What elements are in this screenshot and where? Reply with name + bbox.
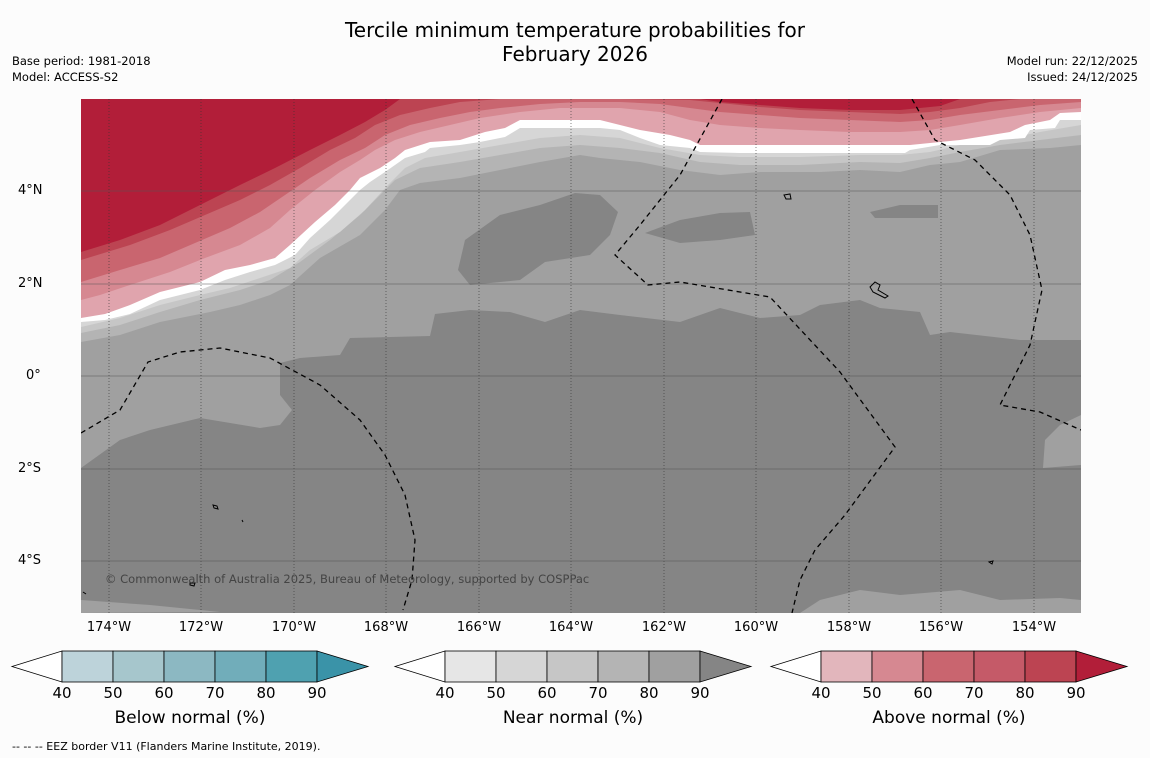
colorbar-tick-label: 80 xyxy=(639,684,659,702)
lon-label: 160°W xyxy=(733,620,779,635)
colorbar-tick-label: 60 xyxy=(154,684,174,702)
island-outline xyxy=(82,591,87,595)
eez-border-west xyxy=(81,347,416,611)
map-title: Tercile minimum temperature probabilitie… xyxy=(0,18,1150,66)
colorbar-tick-label: 80 xyxy=(256,684,276,702)
colorbar-segment xyxy=(214,650,267,683)
title-line-1: Tercile minimum temperature probabilitie… xyxy=(344,18,806,42)
eez-borders xyxy=(81,99,1081,613)
island-outline xyxy=(783,193,792,200)
lat-label-2s: 2°S xyxy=(18,461,42,476)
colorbar-tick-label: 50 xyxy=(486,684,506,702)
colorbar-tick-label: 90 xyxy=(307,684,327,702)
map-area xyxy=(81,99,1081,613)
colorbar-segment xyxy=(444,650,497,683)
colorbar-max-extension xyxy=(316,650,370,683)
lat-label-2n: 2°N xyxy=(18,276,43,291)
lon-label: 156°W xyxy=(918,620,964,635)
lon-label: 170°W xyxy=(271,620,317,635)
colorbar-segment xyxy=(265,650,318,683)
lon-label: 166°W xyxy=(456,620,502,635)
colorbar-tick-label: 60 xyxy=(537,684,557,702)
lon-label: 158°W xyxy=(826,620,872,635)
eez-footnote: -- -- -- EEZ border V11 (Flanders Marine… xyxy=(12,740,321,753)
colorbar-tick-label: 70 xyxy=(588,684,608,702)
lon-label: 174°W xyxy=(86,620,132,635)
island-outline xyxy=(241,519,244,523)
colorbar-segment xyxy=(597,650,650,683)
meta-right: Model run: 22/12/2025 Issued: 24/12/2025 xyxy=(1007,53,1138,85)
colorbar-tick-label: 70 xyxy=(205,684,225,702)
meta-left: Base period: 1981-2018 Model: ACCESS-S2 xyxy=(12,53,151,85)
colorbar-tick-label: 80 xyxy=(1015,684,1035,702)
lat-label-4n: 4°N xyxy=(18,183,43,198)
issued-date: Issued: 24/12/2025 xyxy=(1027,70,1138,84)
colorbar-max-extension xyxy=(1075,650,1129,683)
colorbars xyxy=(10,650,1129,683)
island-outline xyxy=(212,504,219,510)
lon-label: 168°W xyxy=(363,620,409,635)
colorbar-tick-label: 40 xyxy=(52,684,72,702)
colorbar-segment xyxy=(973,650,1026,683)
lon-label: 162°W xyxy=(641,620,687,635)
colorbar-segment xyxy=(61,650,114,683)
islands xyxy=(82,193,994,595)
colorbar-max-extension xyxy=(699,650,753,683)
colorbar-segment xyxy=(820,650,873,683)
colorbar-segment xyxy=(871,650,924,683)
island-outline xyxy=(987,560,994,565)
colorbar-segment xyxy=(163,650,216,683)
above-normal-90-region xyxy=(81,99,960,252)
title-line-2: February 2026 xyxy=(502,42,648,66)
copyright-notice: © Commonwealth of Australia 2025, Bureau… xyxy=(105,572,590,586)
colorbar-title: Near normal (%) xyxy=(502,708,644,728)
lat-label-4s: 4°S xyxy=(18,553,42,568)
colorbar-segment xyxy=(648,650,701,683)
colorbar-segment xyxy=(922,650,975,683)
model-run: Model run: 22/12/2025 xyxy=(1006,54,1138,68)
colorbar-tick-label: 70 xyxy=(964,684,984,702)
colorbar-tick-label: 90 xyxy=(1066,684,1086,702)
colorbar-tick-label: 40 xyxy=(435,684,455,702)
colorbar-segment xyxy=(112,650,165,683)
colorbar-title: Below normal (%) xyxy=(114,708,266,728)
model-name: Model: ACCESS-S2 xyxy=(12,70,119,84)
lon-label: 172°W xyxy=(178,620,224,635)
lat-label-0: 0° xyxy=(26,368,41,383)
colorbar-min-extension xyxy=(393,650,446,683)
colorbar-tick-label: 50 xyxy=(103,684,123,702)
lon-label: 164°W xyxy=(548,620,594,635)
colorbar-title: Above normal (%) xyxy=(872,708,1026,728)
island-outline xyxy=(869,281,889,299)
colorbar-min-extension xyxy=(10,650,63,683)
colorbar-min-extension xyxy=(769,650,822,683)
base-period: Base period: 1981-2018 xyxy=(12,54,151,68)
near-normal-90-patch xyxy=(458,193,938,285)
colorbar-tick-label: 60 xyxy=(913,684,933,702)
lon-label: 154°W xyxy=(1011,620,1057,635)
latitude-lines xyxy=(81,190,1081,562)
colorbar-segment xyxy=(546,650,599,683)
colorbar-segment xyxy=(495,650,548,683)
colorbar-tick-label: 90 xyxy=(690,684,710,702)
island-outline xyxy=(189,582,196,587)
colorbar-tick-label: 50 xyxy=(862,684,882,702)
colorbar-tick-label: 40 xyxy=(811,684,831,702)
colorbar-segment xyxy=(1024,650,1077,683)
